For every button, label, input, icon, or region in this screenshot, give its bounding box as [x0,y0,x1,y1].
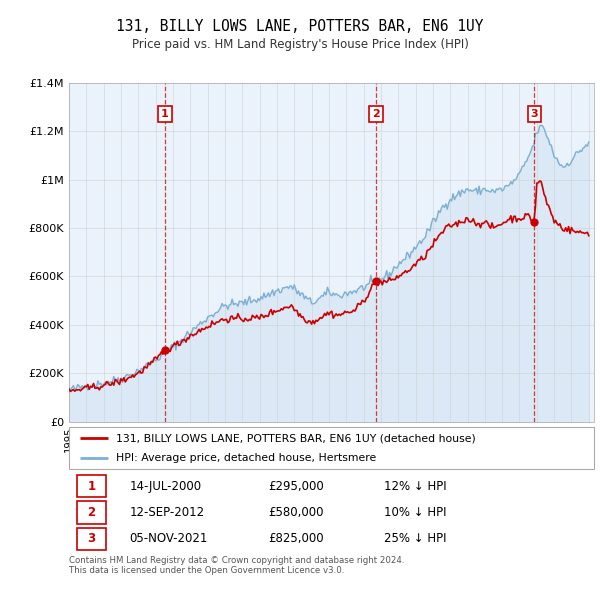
Text: 131, BILLY LOWS LANE, POTTERS BAR, EN6 1UY (detached house): 131, BILLY LOWS LANE, POTTERS BAR, EN6 1… [116,433,476,443]
Text: Price paid vs. HM Land Registry's House Price Index (HPI): Price paid vs. HM Land Registry's House … [131,38,469,51]
Text: 3: 3 [530,109,538,119]
Text: £580,000: £580,000 [269,506,324,519]
Text: 3: 3 [87,532,95,545]
Text: 05-NOV-2021: 05-NOV-2021 [130,532,208,545]
Text: £295,000: £295,000 [269,480,324,493]
Text: 25% ↓ HPI: 25% ↓ HPI [384,532,446,545]
Text: 14-JUL-2000: 14-JUL-2000 [130,480,202,493]
Text: 12% ↓ HPI: 12% ↓ HPI [384,480,446,493]
FancyBboxPatch shape [77,502,106,524]
Text: This data is licensed under the Open Government Licence v3.0.: This data is licensed under the Open Gov… [69,566,344,575]
FancyBboxPatch shape [77,475,106,497]
Text: £825,000: £825,000 [269,532,324,545]
Text: 12-SEP-2012: 12-SEP-2012 [130,506,205,519]
Text: 131, BILLY LOWS LANE, POTTERS BAR, EN6 1UY: 131, BILLY LOWS LANE, POTTERS BAR, EN6 1… [116,19,484,34]
Text: 2: 2 [87,506,95,519]
Text: 10% ↓ HPI: 10% ↓ HPI [384,506,446,519]
FancyBboxPatch shape [69,427,594,469]
Text: Contains HM Land Registry data © Crown copyright and database right 2024.: Contains HM Land Registry data © Crown c… [69,556,404,565]
Text: 2: 2 [372,109,380,119]
Text: HPI: Average price, detached house, Hertsmere: HPI: Average price, detached house, Hert… [116,453,377,463]
Text: 1: 1 [161,109,169,119]
Text: 1: 1 [87,480,95,493]
FancyBboxPatch shape [77,527,106,550]
